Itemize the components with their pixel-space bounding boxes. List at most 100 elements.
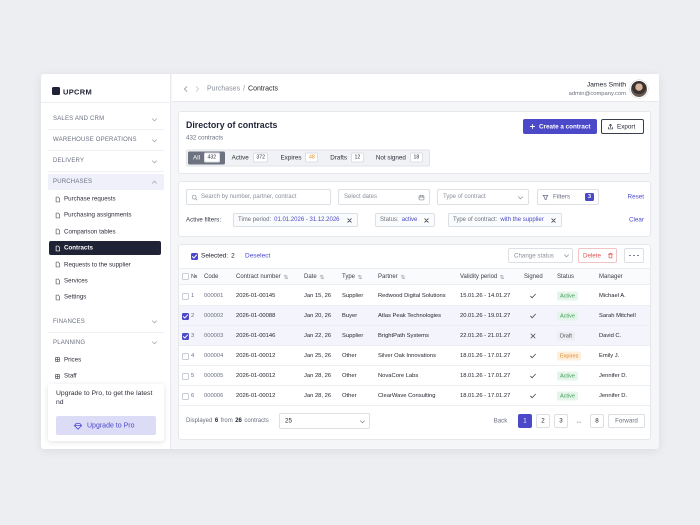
checkbox[interactable] [182,273,189,280]
avatar[interactable] [630,80,648,98]
icon-chevL[interactable] [182,85,190,93]
cell: 000004 [204,353,224,359]
filters-badge [585,193,594,201]
section-label[interactable]: WAREHOUSE OPERATIONS [53,137,137,143]
sort-icon[interactable] [319,274,325,280]
clear[interactable]: Clear [628,216,644,224]
sort-icon[interactable] [499,274,505,280]
table-row [179,286,650,306]
icon-check [529,352,537,360]
chip-remove[interactable] [346,217,353,224]
icon-shape [542,194,548,200]
type-placeholder: Type of contract [443,194,486,200]
icon-shape [55,278,60,284]
delete-button[interactable] [578,248,617,263]
checkbox[interactable] [182,332,189,340]
tab[interactable]: Drafts 12 [325,151,369,164]
checkbox[interactable] [182,372,189,380]
chip-remove[interactable] [423,217,430,224]
cell: Supplier [342,293,364,299]
icon-chevR[interactable] [193,85,201,93]
section-label[interactable]: FINANCES [53,318,85,325]
checkbox[interactable] [191,252,198,260]
icon-check [182,313,189,320]
nav-item[interactable]: Comparison tables [64,228,116,236]
change-status[interactable] [508,248,573,263]
filters-button[interactable] [537,189,599,205]
nav-item[interactable]: Purchase requests [64,195,116,203]
tab[interactable]: Active 372 [227,151,274,164]
tab-label: Drafts [330,154,348,161]
chip-remove[interactable] [550,217,557,224]
nav-item[interactable]: Staff [64,372,77,380]
icon-shape [517,195,523,199]
checkbox[interactable] [182,312,189,320]
icon-shape [55,196,60,202]
icon-shape [346,217,352,223]
sort-icon[interactable] [400,274,406,280]
type-select[interactable] [437,189,529,205]
cell: 18.01.26 - 17.01.27 [460,393,511,399]
page-size[interactable] [279,413,370,429]
checkbox[interactable] [182,292,189,300]
page-button[interactable] [536,414,550,428]
cell: 2026-01-00146 [236,333,276,339]
cell: Jan 20, 26 [304,313,332,319]
nav-item[interactable]: Prices [64,356,82,364]
sort-icon[interactable] [357,274,363,280]
icon-shape [182,313,189,319]
status-badge: Draft [557,331,575,341]
section-label[interactable]: PLANNING [53,339,86,346]
export-button[interactable] [601,119,644,134]
icon-check [529,312,537,320]
dot [629,254,631,257]
separator [48,171,164,172]
icon-check [191,253,198,260]
section-label[interactable]: PURCHASES [53,179,93,185]
cell: 4 [191,353,195,359]
icon-doc [54,228,61,235]
sort-icon[interactable] [283,274,289,280]
tab[interactable]: Expires 48 [275,151,323,164]
nav-item[interactable]: Contracts [64,244,93,252]
section-label[interactable]: DELIVERY [53,158,85,164]
nav-item[interactable]: Services [64,277,88,285]
dates-input[interactable] [338,189,430,205]
deselect[interactable]: Deselect [245,252,271,260]
page-button[interactable] [518,414,532,428]
search-input[interactable] [186,189,331,205]
tab[interactable]: Not signed 18 [371,151,428,164]
cell: NovaCore Labs [378,373,419,379]
reset[interactable]: Reset [627,193,644,201]
page-button[interactable] [554,414,568,428]
nav-item[interactable]: Settings [64,293,87,301]
cell: 5 [191,373,195,379]
icon-shape [530,353,536,359]
page-label: 2 [541,417,545,425]
page-button[interactable] [590,414,604,428]
forward-button[interactable] [608,414,645,428]
cell: BrightPath Systems [378,333,429,339]
nav-item[interactable]: Requests to the supplier [64,261,131,269]
checkbox[interactable] [182,392,189,400]
column-label: Signed [524,273,543,280]
icon-grid [54,373,61,380]
create-button[interactable] [523,119,597,134]
checkbox[interactable] [182,352,189,360]
upgrade-button[interactable] [56,416,156,435]
footer-shown: 6 [214,418,219,424]
tab[interactable]: All 432 [188,151,225,164]
icon-cal [418,194,425,201]
breadcrumb-item[interactable]: Purchases [207,85,241,93]
search-placeholder: Search by number, partner, contract [201,194,297,200]
cell: Jan 28, 26 [304,373,332,379]
footer-total: 26 [235,418,242,424]
icon-shape [151,320,157,324]
status-badge: Active [557,291,578,301]
icon-check [182,333,189,340]
icon-shape [283,274,288,279]
section-label[interactable]: SALES AND CRM [53,116,105,122]
nav-item[interactable]: Purchasing assignments [64,211,132,219]
cell: ClearWave Consulting [378,393,436,399]
icon-shape [530,293,536,299]
